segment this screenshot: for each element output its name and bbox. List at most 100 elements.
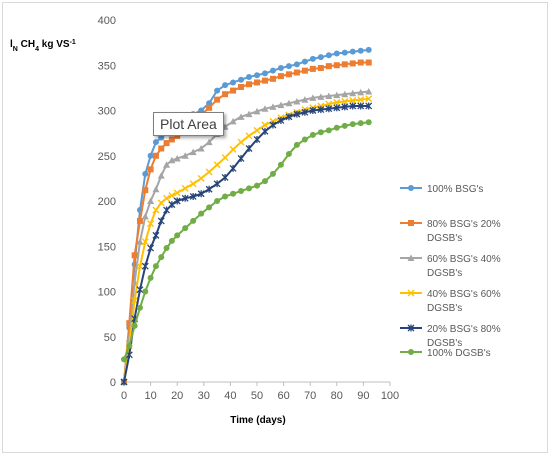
data-point [221, 173, 229, 181]
x-tick-label: 30 [198, 390, 210, 402]
data-point [214, 87, 221, 94]
data-point [246, 81, 253, 88]
data-point [285, 71, 292, 78]
data-point [181, 152, 189, 159]
data-point [245, 132, 253, 140]
data-point [261, 77, 268, 84]
data-point [173, 197, 181, 205]
data-point [168, 201, 176, 209]
series-line [123, 121, 369, 360]
data-point [317, 64, 324, 71]
x-tick-label: 100 [381, 390, 399, 402]
plot-area-tooltip: Plot Area [153, 112, 224, 136]
data-point [341, 49, 348, 56]
data-point [261, 121, 269, 129]
data-point [163, 140, 170, 147]
data-point [141, 212, 149, 220]
y-tick-label: 200 [98, 196, 116, 208]
data-point [229, 164, 237, 172]
x-tick-label: 0 [121, 390, 127, 402]
data-point [222, 193, 229, 200]
data-point [293, 61, 300, 68]
data-point [341, 97, 349, 105]
data-point [221, 154, 229, 162]
data-point [325, 52, 332, 59]
data-point [168, 156, 176, 164]
data-point [261, 178, 268, 185]
data-point [157, 172, 165, 179]
legend: 100% BSG's80% BSG's 20%DGSB's60% BSG's 4… [400, 184, 501, 359]
data-point [229, 117, 237, 125]
data-point [309, 55, 316, 62]
x-tick-label: 70 [304, 390, 316, 402]
data-point [163, 206, 171, 214]
data-point [181, 194, 189, 202]
data-point [238, 76, 245, 83]
data-point [163, 245, 170, 252]
data-point [309, 94, 317, 101]
data-point [333, 104, 341, 112]
data-point [317, 129, 324, 136]
data-point [222, 82, 229, 89]
data-point [365, 59, 372, 66]
data-point [136, 304, 143, 311]
data-point [142, 288, 149, 295]
data-point [237, 113, 245, 120]
data-point [357, 59, 364, 66]
x-tick-label: 40 [224, 390, 236, 402]
data-point [285, 150, 292, 157]
legend-marker [408, 185, 414, 191]
data-point [325, 92, 333, 100]
data-point [349, 97, 357, 105]
data-point [301, 67, 308, 74]
data-point [152, 263, 159, 270]
data-point [309, 131, 316, 138]
data-point [261, 127, 269, 135]
data-point [141, 238, 149, 246]
data-point [214, 198, 221, 204]
data-point [357, 47, 364, 54]
data-point [230, 87, 237, 94]
data-point [253, 107, 261, 115]
series-5 [120, 102, 373, 386]
data-point [189, 192, 197, 200]
data-point [168, 192, 176, 200]
data-point [182, 225, 189, 232]
y-tick-label: 50 [104, 332, 116, 344]
y-tick-label: 150 [98, 241, 116, 253]
legend-label: 40% BSG's 60% [427, 289, 501, 300]
data-point [190, 217, 197, 224]
data-point [254, 72, 260, 79]
legend-label: 100% BSG's [427, 184, 483, 195]
data-point [152, 185, 160, 193]
legend-entry: 100% DGSB's [400, 348, 491, 359]
data-point [261, 105, 269, 112]
data-point [136, 217, 143, 224]
x-tick-label: 80 [331, 390, 343, 402]
legend-label: DGSB's [427, 303, 462, 314]
data-point [152, 152, 159, 159]
data-point [174, 232, 181, 239]
data-point [205, 168, 213, 176]
data-point [147, 244, 155, 252]
data-point [213, 161, 221, 169]
data-point [198, 210, 205, 217]
data-point [333, 62, 340, 69]
data-point [173, 154, 181, 162]
data-point [277, 101, 285, 109]
legend-marker [408, 349, 414, 355]
data-point [136, 238, 144, 245]
x-tick-label: 20 [171, 390, 183, 402]
data-point [253, 126, 261, 134]
data-point [206, 104, 213, 111]
legend-label: 20% BSG's 80% [427, 324, 501, 335]
x-axis-title: Time (days) [230, 415, 285, 426]
data-point [197, 174, 205, 182]
y-tick-label: 350 [98, 60, 116, 72]
legend-label: DGSB's [427, 233, 462, 244]
data-point [277, 73, 284, 80]
data-point [197, 190, 205, 198]
data-point [152, 139, 159, 146]
legend-entry: 20% BSG's 80% DGSB's [400, 324, 501, 349]
